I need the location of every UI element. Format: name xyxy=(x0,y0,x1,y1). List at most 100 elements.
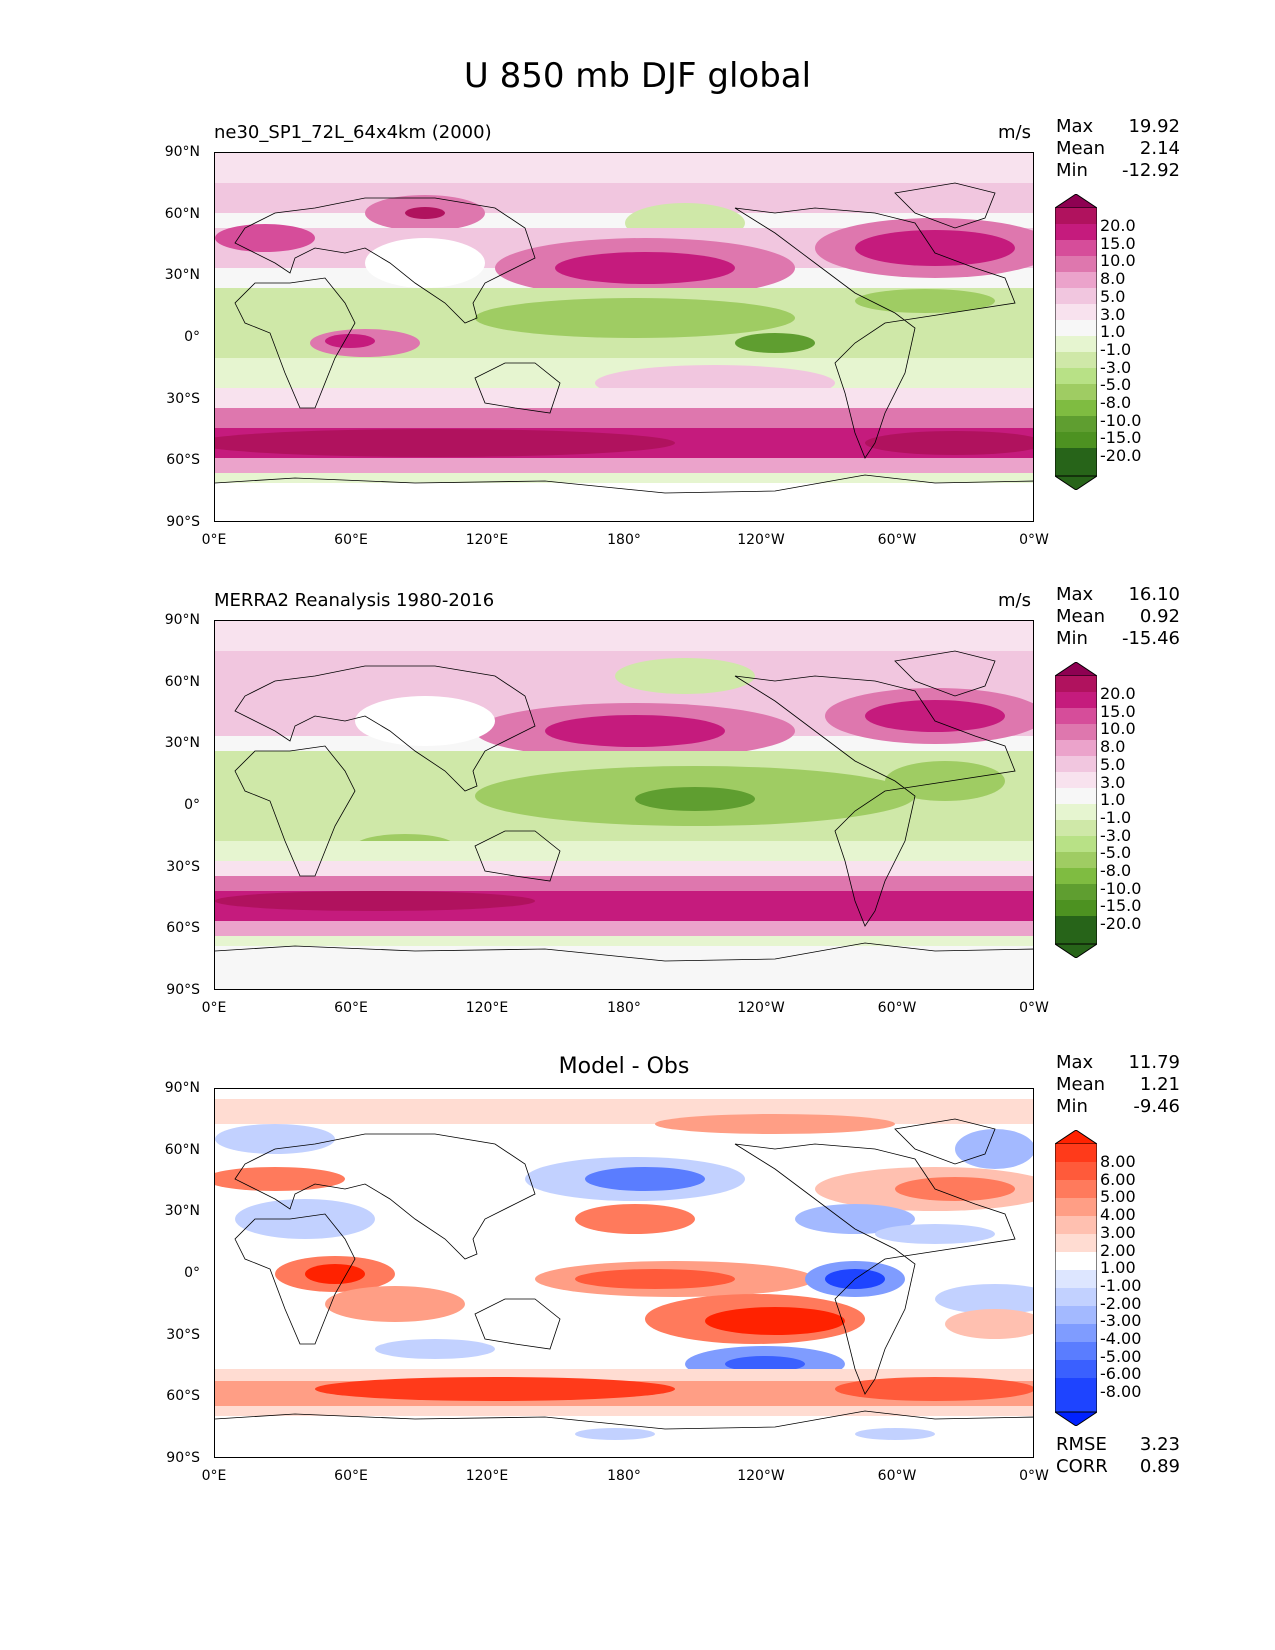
colorbar-tick: 1.0 xyxy=(1100,322,1126,342)
colorbar-tick: -8.00 xyxy=(1100,1382,1142,1402)
colorbar-tick: -10.0 xyxy=(1100,878,1142,898)
panel-diff: Model - Obs Max 11.79 Mean 1.21 Min -9.46 xyxy=(0,1046,1275,1516)
x-tick-label: 180° xyxy=(607,1468,641,1484)
colorbar-tick: 8.0 xyxy=(1100,269,1126,289)
units-label: m/s xyxy=(998,590,1031,611)
colorbar-tick: -20.0 xyxy=(1100,914,1142,934)
colorbar-labels: 20.0 15.0 10.0 8.0 5.0 3.0 1.0 -1.0 -3.0… xyxy=(1100,217,1141,465)
y-tick-label: 90°N xyxy=(164,612,200,628)
colorbar-tick: 2.00 xyxy=(1100,1240,1136,1260)
stat-mean: 1.21 xyxy=(1139,1074,1180,1095)
stat-label: Mean xyxy=(1056,138,1106,159)
stats-block: Max 11.79 Mean 1.21 Min -9.46 xyxy=(1056,1052,1180,1118)
panel-title: MERRA2 Reanalysis 1980-2016 xyxy=(214,590,495,611)
stat-mean: 0.92 xyxy=(1139,606,1180,627)
stat-label: Mean xyxy=(1056,606,1106,627)
colorbar-tick: 8.00 xyxy=(1100,1152,1136,1171)
colorbar-tick: 10.0 xyxy=(1100,719,1136,739)
colorbar-tick: 15.0 xyxy=(1100,701,1136,721)
y-tick-label: 30°S xyxy=(166,391,200,407)
colorbar-tick: 5.00 xyxy=(1100,1187,1136,1207)
figure-title: U 850 mb DJF global xyxy=(463,56,812,96)
y-tick-label: 90°N xyxy=(164,144,200,160)
colorbar-tick: -3.0 xyxy=(1100,825,1132,845)
colorbar-tick: 4.00 xyxy=(1100,1205,1136,1225)
panel-obs: MERRA2 Reanalysis 1980-2016 m/s Max 16.10… xyxy=(0,578,1275,1048)
colorbar-tick: 8.0 xyxy=(1100,737,1126,757)
x-tick-label: 180° xyxy=(607,1000,641,1016)
x-tick-label: 120°E xyxy=(465,1000,509,1016)
colorbar-tick: 3.0 xyxy=(1100,772,1126,792)
map-field xyxy=(215,153,1033,521)
x-tick-label: 60°W xyxy=(877,1000,917,1016)
x-tick-label: 0°E xyxy=(201,1468,227,1484)
colorbar-tick: 1.0 xyxy=(1100,790,1126,810)
x-tick-label: 120°E xyxy=(465,532,509,548)
map-plot xyxy=(214,1088,1034,1458)
map-plot xyxy=(214,620,1034,990)
colorbar xyxy=(1055,1130,1097,1426)
x-tick-label: 0°W xyxy=(1019,1000,1049,1016)
colorbar-labels: 8.00 6.00 5.00 4.00 3.00 2.00 1.00 -1.00… xyxy=(1100,1153,1141,1401)
x-tick-label: 120°W xyxy=(737,532,785,548)
x-tick-label: 0°W xyxy=(1019,532,1049,548)
units-label: m/s xyxy=(998,122,1031,143)
colorbar-tick: 5.0 xyxy=(1100,754,1126,774)
y-tick-label: 60°N xyxy=(164,674,200,690)
y-tick-label: 30°N xyxy=(164,735,200,751)
x-tick-label: 60°E xyxy=(334,532,368,548)
y-tick-label: 0° xyxy=(184,329,200,345)
x-tick-label: 60°E xyxy=(334,1468,368,1484)
map-plot xyxy=(214,152,1034,522)
y-tick-label: 60°S xyxy=(166,920,200,936)
y-tick-label: 0° xyxy=(184,1265,200,1281)
y-tick-label: 30°S xyxy=(166,1327,200,1343)
stat-label: Min xyxy=(1056,1096,1088,1117)
stat-min: -9.46 xyxy=(1133,1096,1180,1117)
stat-min: -12.92 xyxy=(1121,160,1180,181)
stats-block: Max 19.92 Mean 2.14 Min -12.92 xyxy=(1056,116,1180,182)
x-tick-label: 60°W xyxy=(877,1468,917,1484)
colorbar-tick: -5.00 xyxy=(1100,1346,1142,1366)
panel-title: ne30_SP1_72L_64x4km (2000) xyxy=(214,122,492,143)
stat-label: Max xyxy=(1056,1052,1094,1073)
panel-model: ne30_SP1_72L_64x4km (2000) m/s Max 19.92 … xyxy=(0,110,1275,580)
stat-max: 16.10 xyxy=(1128,584,1180,605)
colorbar-tick: 20.0 xyxy=(1100,684,1136,703)
x-tick-label: 0°E xyxy=(201,1000,227,1016)
x-tick-label: 60°W xyxy=(877,532,917,548)
stat-label: CORR xyxy=(1056,1456,1108,1477)
x-tick-label: 0°E xyxy=(201,532,227,548)
x-tick-label: 60°E xyxy=(334,1000,368,1016)
y-tick-label: 0° xyxy=(184,797,200,813)
stat-label: Max xyxy=(1056,116,1094,137)
stat-label: Min xyxy=(1056,628,1088,649)
colorbar xyxy=(1055,662,1097,958)
stats-block: Max 16.10 Mean 0.92 Min -15.46 xyxy=(1056,584,1180,650)
y-tick-label: 30°N xyxy=(164,1203,200,1219)
colorbar-tick: -15.0 xyxy=(1100,896,1142,916)
y-tick-label: 30°S xyxy=(166,859,200,875)
colorbar-tick: -3.0 xyxy=(1100,357,1132,377)
y-tick-label: 60°S xyxy=(166,452,200,468)
colorbar-tick: -5.0 xyxy=(1100,375,1132,395)
colorbar-tick: 10.0 xyxy=(1100,251,1136,271)
stat-rmse: 3.23 xyxy=(1139,1434,1180,1455)
colorbar-tick: -1.0 xyxy=(1100,339,1132,359)
y-tick-label: 90°S xyxy=(166,514,200,530)
colorbar-tick: -8.0 xyxy=(1100,393,1132,413)
error-stats: RMSE 3.23 CORR 0.89 xyxy=(1056,1434,1180,1478)
colorbar-tick: -8.0 xyxy=(1100,861,1132,881)
stat-mean: 2.14 xyxy=(1139,138,1180,159)
stat-label: RMSE xyxy=(1056,1434,1107,1455)
x-tick-label: 120°E xyxy=(465,1468,509,1484)
colorbar-tick: -5.0 xyxy=(1100,843,1132,863)
panel-title: Model - Obs xyxy=(558,1054,690,1079)
colorbar xyxy=(1055,194,1097,490)
y-tick-label: 90°S xyxy=(166,982,200,998)
colorbar-labels: 20.0 15.0 10.0 8.0 5.0 3.0 1.0 -1.0 -3.0… xyxy=(1100,685,1141,933)
colorbar-tick: -1.0 xyxy=(1100,807,1132,827)
colorbar-tick: 6.00 xyxy=(1100,1169,1136,1189)
stat-corr: 0.89 xyxy=(1139,1456,1180,1477)
colorbar-tick: -20.0 xyxy=(1100,446,1142,466)
